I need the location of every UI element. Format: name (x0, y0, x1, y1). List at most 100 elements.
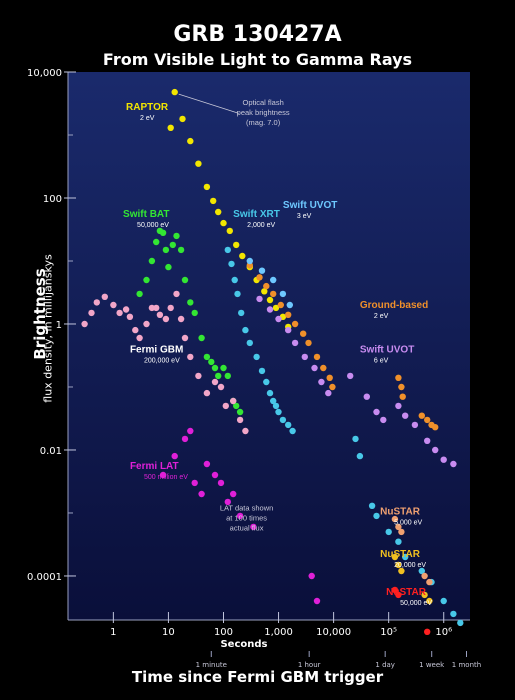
data-point (173, 232, 180, 240)
data-point (153, 304, 160, 312)
data-point (277, 301, 284, 309)
data-point (242, 326, 249, 334)
data-point (411, 421, 419, 429)
data-point (203, 183, 211, 191)
series-label: Swift XRT (233, 209, 280, 220)
data-point (167, 124, 174, 131)
note-text: peak brightness (237, 108, 290, 117)
series-label: Swift UVOT (360, 345, 414, 356)
series-energy-label: 3 eV (297, 213, 312, 220)
data-point (395, 374, 402, 381)
data-point (233, 241, 240, 249)
series-energy-label: 2 eV (140, 115, 155, 122)
data-point (275, 408, 282, 416)
data-point (191, 309, 198, 317)
plot-area (68, 72, 470, 620)
data-point (246, 339, 253, 347)
data-point (211, 364, 219, 372)
data-point (440, 456, 447, 463)
data-point (181, 276, 189, 284)
data-point (220, 364, 227, 372)
data-point (291, 339, 299, 347)
data-point (246, 257, 253, 265)
note-text: at 100 times (226, 513, 267, 522)
x-unit-label: Seconds (220, 639, 267, 650)
data-point (402, 412, 409, 419)
data-point (395, 523, 402, 531)
data-point (301, 353, 308, 361)
time-tick-label: 1 month (452, 661, 481, 669)
series-energy-label: 2,000 eV (247, 222, 275, 229)
data-point (217, 479, 225, 487)
data-point (363, 393, 370, 400)
x-tick-label: 10⁶ (435, 627, 452, 638)
data-point (398, 528, 405, 536)
data-point (136, 290, 143, 298)
data-point (424, 416, 431, 424)
data-point (173, 290, 180, 298)
data-point (169, 241, 176, 249)
data-point (270, 276, 277, 284)
y-tick-label: 100 (43, 194, 62, 205)
data-point (203, 353, 211, 361)
data-point (198, 334, 205, 342)
data-point (391, 553, 399, 561)
data-point (230, 490, 237, 498)
data-point (368, 502, 376, 509)
series-label: Swift UVOT (283, 200, 337, 211)
data-point (272, 402, 280, 410)
note-text: actual flux (230, 523, 264, 532)
data-point (347, 372, 354, 380)
series-energy-label: 50,000 eV (137, 222, 169, 229)
data-point (198, 490, 205, 498)
data-point (418, 412, 425, 419)
data-point (156, 311, 164, 318)
data-point (311, 364, 318, 372)
note-pointer (178, 93, 239, 114)
data-point (391, 586, 399, 594)
data-point (171, 452, 178, 460)
y-tick-label: 0.01 (40, 446, 62, 457)
note-text: Optical flash (243, 98, 284, 107)
data-point (159, 471, 167, 479)
data-point (258, 267, 266, 274)
data-point (308, 572, 315, 580)
data-point (110, 301, 117, 309)
series-label: NuSTAR (386, 587, 427, 598)
data-point (457, 619, 464, 627)
x-tick-label: 10,000 (316, 627, 351, 638)
data-point (143, 320, 150, 328)
data-point (236, 416, 244, 424)
data-point (391, 515, 399, 523)
data-point (313, 353, 321, 361)
data-point (224, 246, 231, 254)
data-point (266, 306, 274, 313)
data-point (88, 309, 95, 317)
series-label: NuSTAR (380, 506, 421, 517)
data-point (320, 364, 327, 372)
data-point (352, 435, 359, 443)
series-label: Swift BAT (123, 209, 169, 220)
data-point (373, 512, 380, 520)
data-point (246, 262, 253, 269)
data-point (224, 498, 231, 506)
series-energy-label: 50,000 eV (400, 600, 432, 607)
x-axis-title: Time since Fermi GBM trigger (131, 668, 384, 686)
data-point (258, 367, 266, 375)
data-point (426, 578, 433, 586)
series-label: Fermi LAT (130, 461, 179, 472)
data-point (399, 393, 406, 400)
data-point (402, 553, 409, 561)
data-point (165, 263, 172, 271)
time-tick-label: 1 day (375, 661, 395, 669)
data-point (239, 252, 246, 260)
data-point (329, 383, 336, 391)
data-point (270, 290, 277, 298)
data-point (263, 282, 270, 290)
data-point (261, 288, 268, 295)
data-point (101, 293, 109, 300)
time-tick-label: 1 week (419, 661, 445, 669)
data-point (418, 567, 425, 575)
data-point (421, 591, 428, 599)
series-label: Fermi GBM (130, 345, 183, 356)
